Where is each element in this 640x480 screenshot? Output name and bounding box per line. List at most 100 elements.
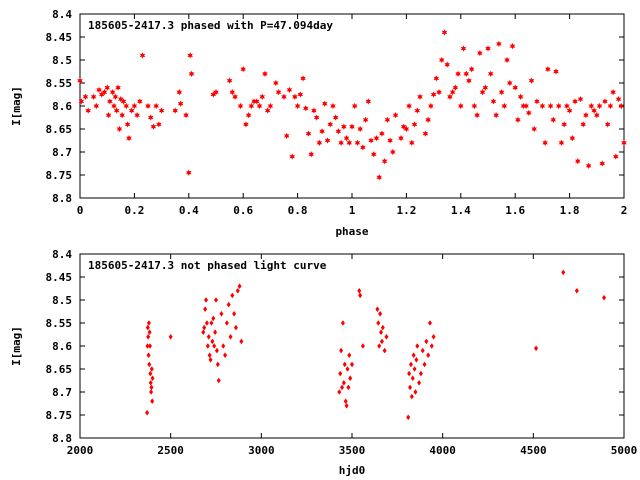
data-point xyxy=(237,283,242,289)
data-point xyxy=(116,125,123,133)
data-point xyxy=(322,100,328,107)
data-point xyxy=(422,130,429,137)
data-point xyxy=(145,409,150,416)
data-point xyxy=(357,125,363,133)
data-point xyxy=(131,102,138,110)
data-point xyxy=(370,151,377,158)
y-tick-label: 8.75 xyxy=(46,409,73,422)
data-point xyxy=(415,343,420,349)
data-point xyxy=(286,86,293,94)
data-point xyxy=(338,139,344,146)
x-tick-label: 0 xyxy=(77,204,84,217)
data-point xyxy=(226,77,233,84)
data-point xyxy=(150,375,155,381)
data-point xyxy=(139,52,146,59)
data-point xyxy=(596,102,603,110)
data-point xyxy=(224,320,229,326)
y-tick-label: 8.7 xyxy=(52,386,72,399)
data-point xyxy=(349,123,355,130)
data-point xyxy=(118,95,124,103)
y-tick-label: 8.65 xyxy=(46,123,73,136)
data-point xyxy=(547,102,554,110)
data-point xyxy=(205,343,210,349)
data-point xyxy=(289,153,295,160)
data-point xyxy=(327,121,334,128)
data-point xyxy=(233,324,238,331)
data-point xyxy=(109,89,116,96)
data-point xyxy=(248,102,255,110)
data-point xyxy=(417,93,423,100)
data-point xyxy=(346,384,351,391)
data-point xyxy=(425,116,431,123)
data-point xyxy=(466,77,472,84)
data-point xyxy=(262,70,268,77)
data-point xyxy=(98,91,105,98)
data-point xyxy=(509,43,516,50)
data-point xyxy=(379,130,385,137)
data-point xyxy=(613,153,619,160)
data-point xyxy=(490,98,497,105)
data-point xyxy=(408,384,413,391)
data-point xyxy=(585,162,592,169)
points-group xyxy=(145,269,607,421)
data-point xyxy=(172,107,178,114)
data-point xyxy=(517,93,524,100)
y-tick-label: 8.4 xyxy=(52,248,72,261)
data-point xyxy=(594,112,600,119)
data-point xyxy=(207,352,212,358)
y-tick-label: 8.55 xyxy=(46,317,73,330)
x-tick-label: 2500 xyxy=(157,444,184,457)
data-point xyxy=(387,137,393,144)
data-point xyxy=(431,334,436,340)
data-point xyxy=(254,98,260,105)
x-tick-label: 1.6 xyxy=(505,204,525,217)
data-point xyxy=(243,121,249,128)
data-point xyxy=(335,128,342,135)
data-point xyxy=(458,102,464,110)
data-point xyxy=(112,93,119,100)
data-point xyxy=(256,102,263,110)
data-point xyxy=(147,329,152,335)
data-point xyxy=(223,352,228,358)
data-point xyxy=(156,121,162,128)
y-tick-label: 8.45 xyxy=(46,31,73,44)
data-point xyxy=(340,384,345,391)
data-point xyxy=(107,98,113,105)
data-point xyxy=(360,343,365,349)
data-point xyxy=(128,107,135,114)
data-point xyxy=(569,135,576,142)
x-tick-label: 3000 xyxy=(248,444,275,457)
data-point xyxy=(347,352,352,358)
y-tick-label: 8.8 xyxy=(52,432,72,445)
data-point xyxy=(283,132,290,140)
data-point xyxy=(85,107,91,114)
data-point xyxy=(308,151,314,158)
x-tick-label: 4000 xyxy=(429,444,456,457)
data-point xyxy=(208,357,213,363)
data-point xyxy=(343,135,350,142)
data-point xyxy=(343,398,348,404)
tick-group: 2000 2500 3000 3500 4000 4500 5000 8.4 8.45 8.5 8.… xyxy=(46,248,638,457)
data-point xyxy=(360,144,366,151)
data-point xyxy=(447,93,453,100)
data-point xyxy=(93,102,100,110)
data-point xyxy=(115,84,121,91)
x-axis-label: hjd0 xyxy=(339,464,366,477)
data-point xyxy=(410,375,415,381)
data-point xyxy=(78,98,85,105)
x-tick-label: 0.4 xyxy=(179,204,199,217)
data-point xyxy=(332,114,339,121)
data-point xyxy=(528,77,535,84)
data-point xyxy=(485,45,491,52)
data-point xyxy=(209,320,214,326)
data-point xyxy=(452,84,459,91)
data-point xyxy=(354,139,361,146)
data-point xyxy=(376,174,382,181)
data-point xyxy=(534,98,540,105)
data-point xyxy=(350,361,354,368)
data-point xyxy=(186,169,192,176)
data-point xyxy=(429,343,434,349)
data-point xyxy=(471,102,478,110)
x-tick-label: 2 xyxy=(621,204,628,217)
data-point xyxy=(413,389,418,395)
